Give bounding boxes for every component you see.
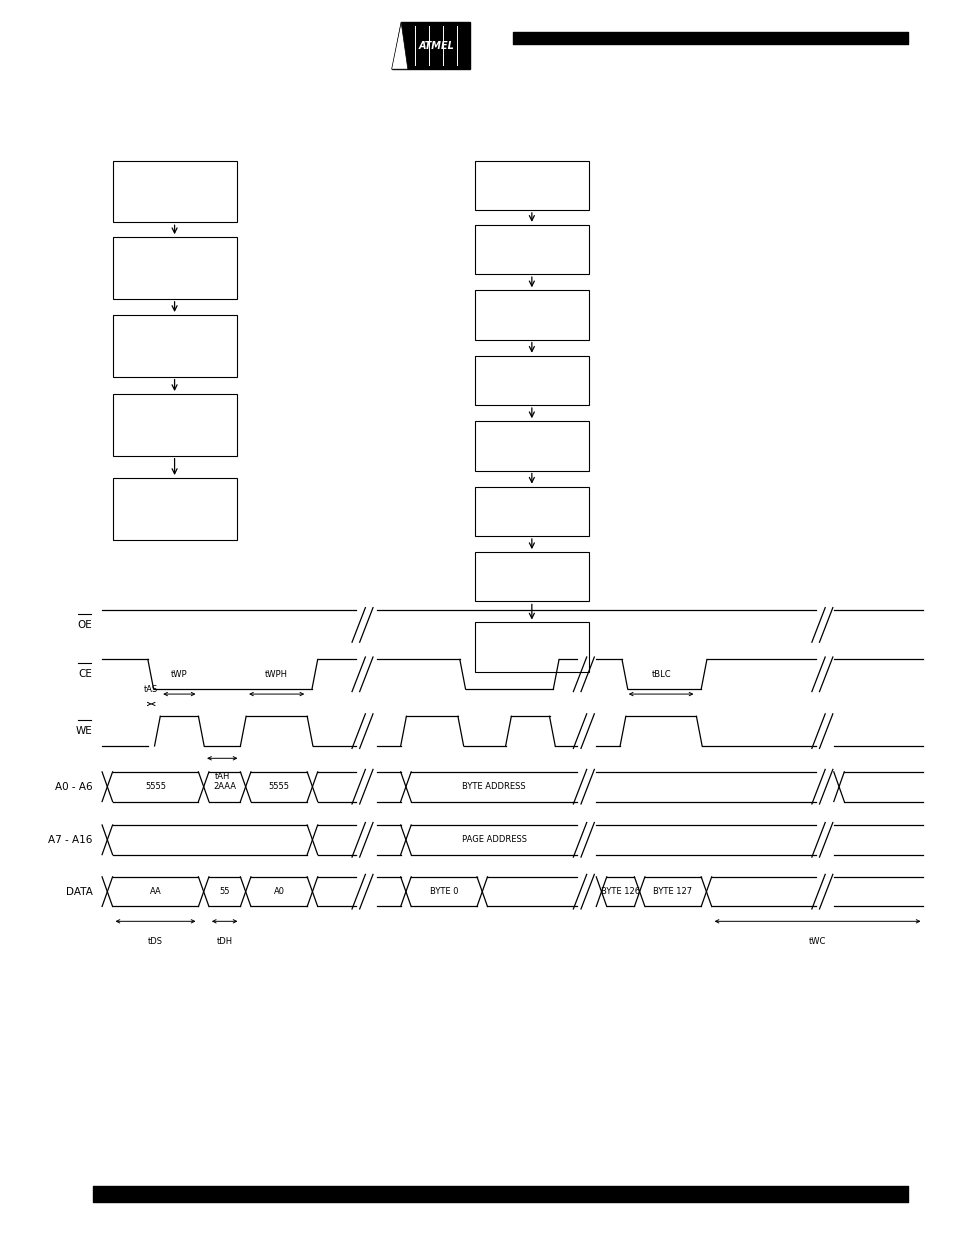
Text: WE: WE [75, 726, 92, 736]
Text: AA: AA [150, 887, 161, 897]
Text: BYTE 127: BYTE 127 [653, 887, 692, 897]
Bar [475, 356, 588, 405]
Bar [112, 161, 236, 222]
Bar [112, 478, 236, 540]
Bar [112, 315, 236, 377]
Text: tDS: tDS [148, 937, 163, 946]
Text: 2AAA: 2AAA [213, 782, 236, 792]
Text: tDH: tDH [216, 937, 233, 946]
Text: ATMEL: ATMEL [418, 41, 455, 51]
Text: OE: OE [78, 620, 92, 630]
Bar [475, 290, 588, 340]
Text: A0 - A6: A0 - A6 [55, 782, 92, 792]
Bar [112, 394, 236, 456]
Polygon shape [391, 22, 408, 69]
Text: tWPH: tWPH [265, 671, 288, 679]
Text: PAGE ADDRESS: PAGE ADDRESS [461, 835, 526, 845]
Text: 5555: 5555 [145, 782, 166, 792]
Text: tWP: tWP [171, 671, 188, 679]
Text: A7 - A16: A7 - A16 [48, 835, 92, 845]
Text: tAS: tAS [144, 685, 158, 694]
Polygon shape [391, 22, 469, 69]
Text: tAH: tAH [214, 772, 230, 781]
Text: 5555: 5555 [268, 782, 290, 792]
Text: tWC: tWC [808, 937, 825, 946]
Bar [475, 421, 588, 471]
Text: BYTE 0: BYTE 0 [430, 887, 457, 897]
Text: DATA: DATA [66, 887, 92, 897]
Text: BYTE ADDRESS: BYTE ADDRESS [462, 782, 525, 792]
Text: tBLC: tBLC [651, 671, 670, 679]
Bar [475, 622, 588, 672]
Text: A0: A0 [274, 887, 284, 897]
Text: CE: CE [78, 669, 92, 679]
Text: BYTE 126: BYTE 126 [600, 887, 639, 897]
Text: 55: 55 [219, 887, 230, 897]
Bar [475, 487, 588, 536]
Bar [475, 161, 588, 210]
Bar [112, 237, 236, 299]
Bar [475, 552, 588, 601]
Bar [475, 225, 588, 274]
